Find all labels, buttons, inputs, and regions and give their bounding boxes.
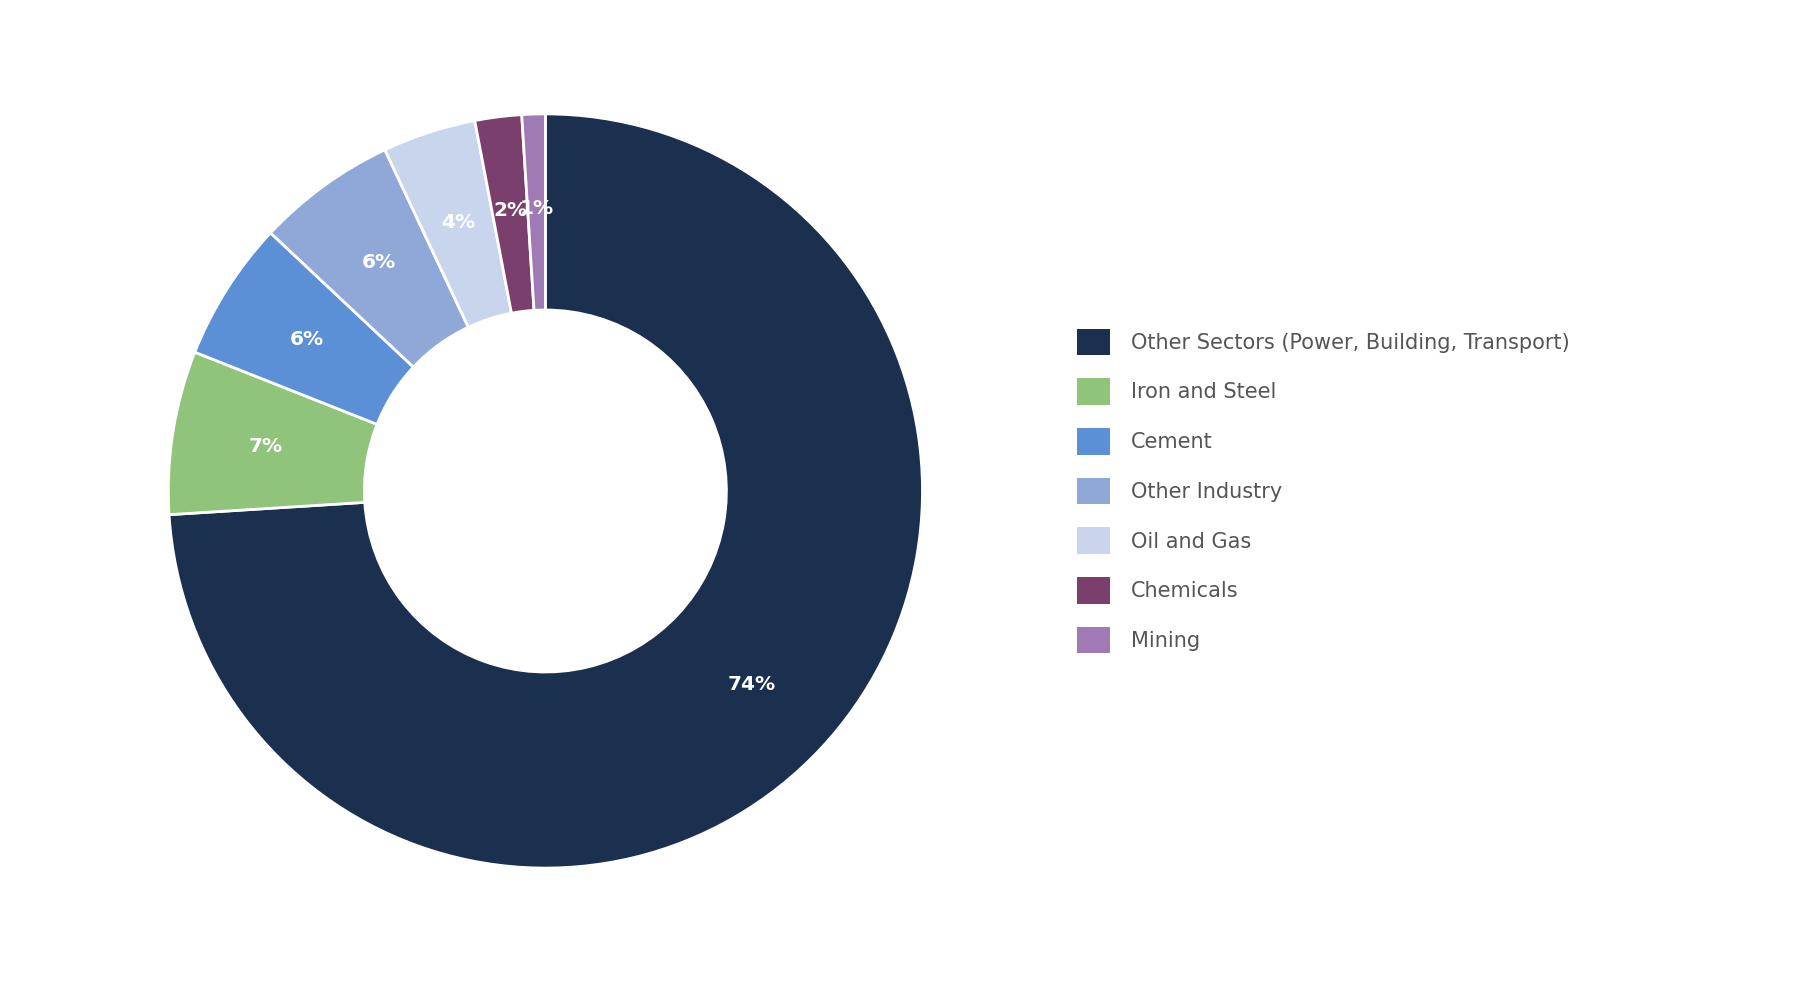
Legend: Other Sectors (Power, Building, Transport), Iron and Steel, Cement, Other Indust: Other Sectors (Power, Building, Transpor… xyxy=(1069,320,1578,662)
Text: 2%: 2% xyxy=(493,201,527,220)
Text: 6%: 6% xyxy=(289,330,324,349)
Wedge shape xyxy=(271,150,469,367)
Wedge shape xyxy=(385,121,511,327)
Wedge shape xyxy=(195,233,413,424)
Text: 6%: 6% xyxy=(362,252,396,272)
Text: 74%: 74% xyxy=(727,675,776,694)
Text: 1%: 1% xyxy=(520,198,553,218)
Wedge shape xyxy=(169,353,376,515)
Wedge shape xyxy=(169,114,922,868)
Wedge shape xyxy=(522,114,545,310)
Wedge shape xyxy=(474,115,534,313)
Text: 4%: 4% xyxy=(442,212,474,232)
Text: 7%: 7% xyxy=(249,437,284,457)
